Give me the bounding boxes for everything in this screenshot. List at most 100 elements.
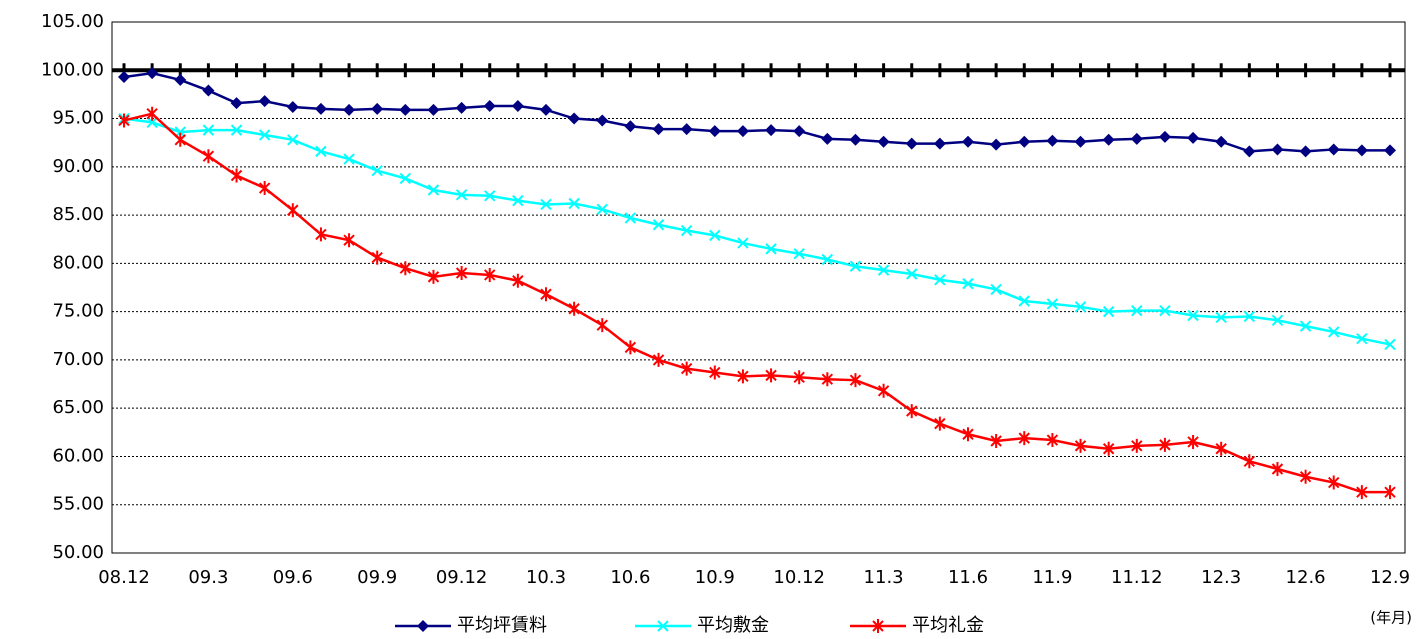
marker xyxy=(230,97,243,110)
marker xyxy=(849,373,862,388)
marker xyxy=(287,203,299,218)
y-tick-label: 75.00 xyxy=(52,301,104,322)
marker xyxy=(1187,434,1199,449)
y-tick-label: 105.00 xyxy=(41,11,104,32)
marker xyxy=(1384,338,1396,351)
marker xyxy=(455,101,468,114)
y-tick-label: 70.00 xyxy=(52,349,104,370)
marker xyxy=(118,113,130,128)
marker xyxy=(484,190,496,202)
marker xyxy=(540,287,552,302)
marker xyxy=(1046,298,1059,310)
marker xyxy=(427,184,440,196)
marker xyxy=(484,267,496,282)
marker xyxy=(624,340,637,355)
marker xyxy=(512,273,524,288)
marker xyxy=(1046,433,1059,448)
marker xyxy=(202,124,215,136)
x-tick-label: 09.9 xyxy=(357,567,397,588)
marker xyxy=(1187,131,1200,144)
marker xyxy=(680,123,693,136)
marker xyxy=(230,168,243,183)
marker xyxy=(540,198,552,211)
marker xyxy=(793,370,805,385)
x-tick-label: 08.12 xyxy=(98,567,150,588)
marker xyxy=(962,135,974,148)
marker xyxy=(905,137,918,150)
y-tick-label: 50.00 xyxy=(52,542,104,563)
y-tick-label: 95.00 xyxy=(52,108,104,129)
series-line xyxy=(123,112,1390,494)
marker xyxy=(657,620,669,632)
marker xyxy=(1158,130,1171,143)
marker xyxy=(1046,134,1059,147)
marker xyxy=(680,361,693,376)
marker xyxy=(872,619,884,633)
marker xyxy=(1018,295,1030,307)
x-tick-label: 11.3 xyxy=(864,567,904,588)
marker xyxy=(765,124,778,137)
x-tick-label: 10.3 xyxy=(526,567,566,588)
y-tick-label: 85.00 xyxy=(52,204,104,225)
marker xyxy=(1355,144,1368,157)
x-tick-label: 10.6 xyxy=(610,567,650,588)
marker xyxy=(765,243,777,255)
marker xyxy=(821,132,834,145)
marker xyxy=(399,103,412,116)
marker xyxy=(652,123,665,136)
marker xyxy=(371,164,383,177)
marker xyxy=(1299,320,1312,332)
legend-label: 平均坪賃料 xyxy=(457,615,547,636)
marker xyxy=(933,137,946,150)
marker xyxy=(483,99,496,112)
marker xyxy=(596,114,609,127)
marker xyxy=(990,434,1002,449)
marker xyxy=(427,103,440,116)
marker xyxy=(258,95,271,108)
marker xyxy=(652,352,665,367)
marker xyxy=(399,261,412,276)
x-tick-label: 11.6 xyxy=(948,567,988,588)
marker xyxy=(1074,438,1087,453)
marker xyxy=(793,248,805,260)
marker xyxy=(1328,326,1340,338)
marker xyxy=(1384,485,1396,500)
series-line xyxy=(123,71,1390,153)
marker xyxy=(849,133,862,146)
y-tick-label: 60.00 xyxy=(52,445,104,466)
marker xyxy=(568,301,580,316)
marker xyxy=(765,368,777,383)
marker xyxy=(455,189,468,201)
marker xyxy=(287,134,299,146)
marker xyxy=(1018,135,1031,148)
marker xyxy=(934,274,946,286)
marker xyxy=(708,125,721,138)
x-unit-label: (年月) xyxy=(1370,609,1412,627)
marker xyxy=(146,106,158,121)
marker xyxy=(1243,145,1256,158)
marker xyxy=(709,229,721,242)
y-tick-label: 100.00 xyxy=(41,59,104,80)
marker xyxy=(906,268,918,280)
marker xyxy=(1271,462,1284,477)
x-tick-label: 12.9 xyxy=(1370,567,1410,588)
marker xyxy=(417,620,429,632)
x-tick-label: 09.3 xyxy=(188,567,228,588)
marker xyxy=(174,132,186,147)
marker xyxy=(1271,314,1284,327)
marker xyxy=(1187,309,1199,322)
marker xyxy=(512,194,524,207)
marker xyxy=(399,172,412,185)
marker xyxy=(1159,304,1171,317)
marker xyxy=(1299,145,1312,158)
x-tick-label: 11.12 xyxy=(1111,567,1163,588)
marker xyxy=(568,197,580,210)
marker xyxy=(1074,135,1087,148)
marker xyxy=(343,233,355,248)
marker xyxy=(1327,143,1340,156)
marker xyxy=(1384,144,1396,157)
marker xyxy=(314,102,327,115)
marker xyxy=(286,100,299,113)
marker xyxy=(1130,132,1143,145)
marker xyxy=(1215,441,1227,456)
